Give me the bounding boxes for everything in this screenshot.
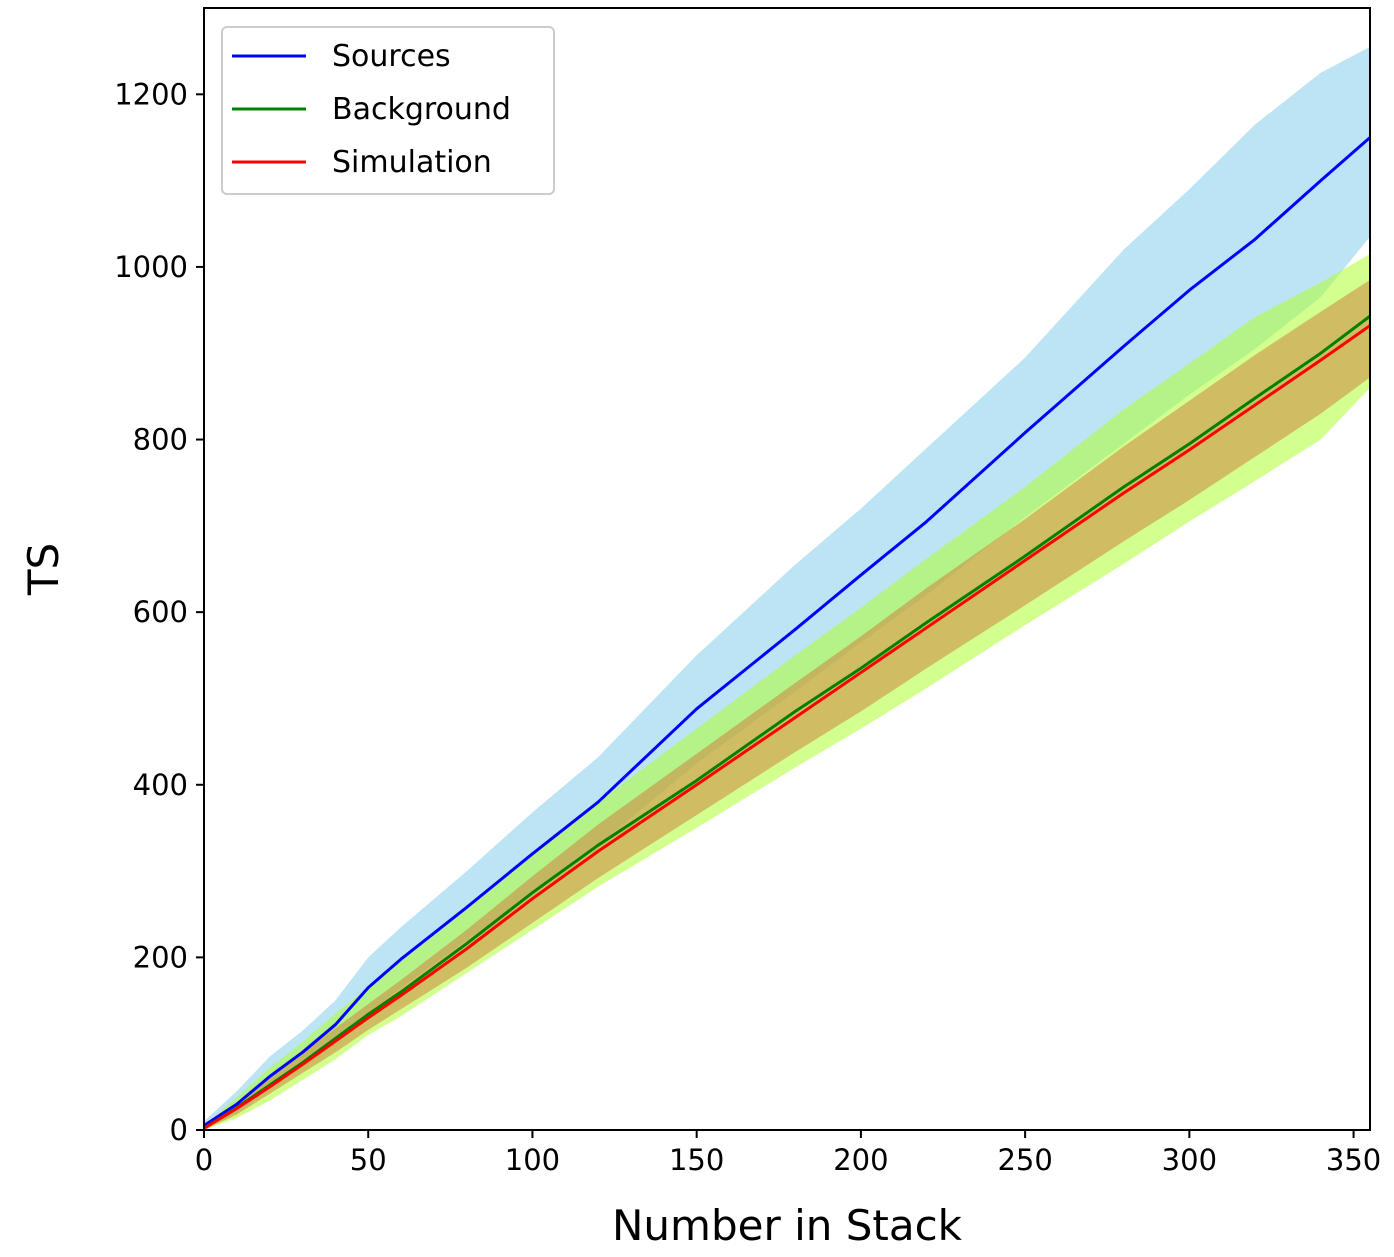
x-axis-ticks: 0 50 100 150 200 250 300 350 xyxy=(195,1130,1381,1177)
legend-label-simulation: Simulation xyxy=(332,145,492,180)
x-tick-label: 200 xyxy=(833,1143,888,1177)
y-tick-label: 400 xyxy=(133,768,188,802)
y-tick-label: 200 xyxy=(133,940,188,974)
x-tick-label: 150 xyxy=(669,1143,724,1177)
y-tick-label: 1000 xyxy=(114,250,188,284)
x-axis-label: Number in Stack xyxy=(612,1201,963,1250)
y-tick-label: 1200 xyxy=(114,77,188,111)
x-tick-label: 100 xyxy=(505,1143,560,1177)
legend: Sources Background Simulation xyxy=(221,26,555,195)
x-tick-label: 50 xyxy=(350,1143,387,1177)
x-tick-label: 300 xyxy=(1162,1143,1217,1177)
y-tick-label: 800 xyxy=(133,423,188,457)
legend-box xyxy=(221,26,555,195)
x-tick-label: 250 xyxy=(997,1143,1052,1177)
band-sources xyxy=(204,46,1370,1130)
y-axis-label: TS xyxy=(19,543,68,596)
y-tick-label: 0 xyxy=(170,1113,188,1147)
series-lines xyxy=(203,136,1371,1130)
series-line-background xyxy=(203,314,1371,1130)
legend-label-background: Background xyxy=(332,92,511,127)
y-tick-label: 600 xyxy=(133,595,188,629)
x-tick-label: 0 xyxy=(195,1143,213,1177)
series-line-sources xyxy=(203,136,1371,1127)
y-axis-ticks: 0 200 400 600 800 1000 1200 xyxy=(114,77,204,1147)
band-simulation xyxy=(204,279,1370,1130)
x-tick-label: 350 xyxy=(1326,1143,1381,1177)
legend-label-sources: Sources xyxy=(332,39,451,74)
confidence-bands xyxy=(204,46,1370,1130)
series-line-simulation xyxy=(203,324,1371,1130)
plot-frame xyxy=(203,7,1371,1131)
